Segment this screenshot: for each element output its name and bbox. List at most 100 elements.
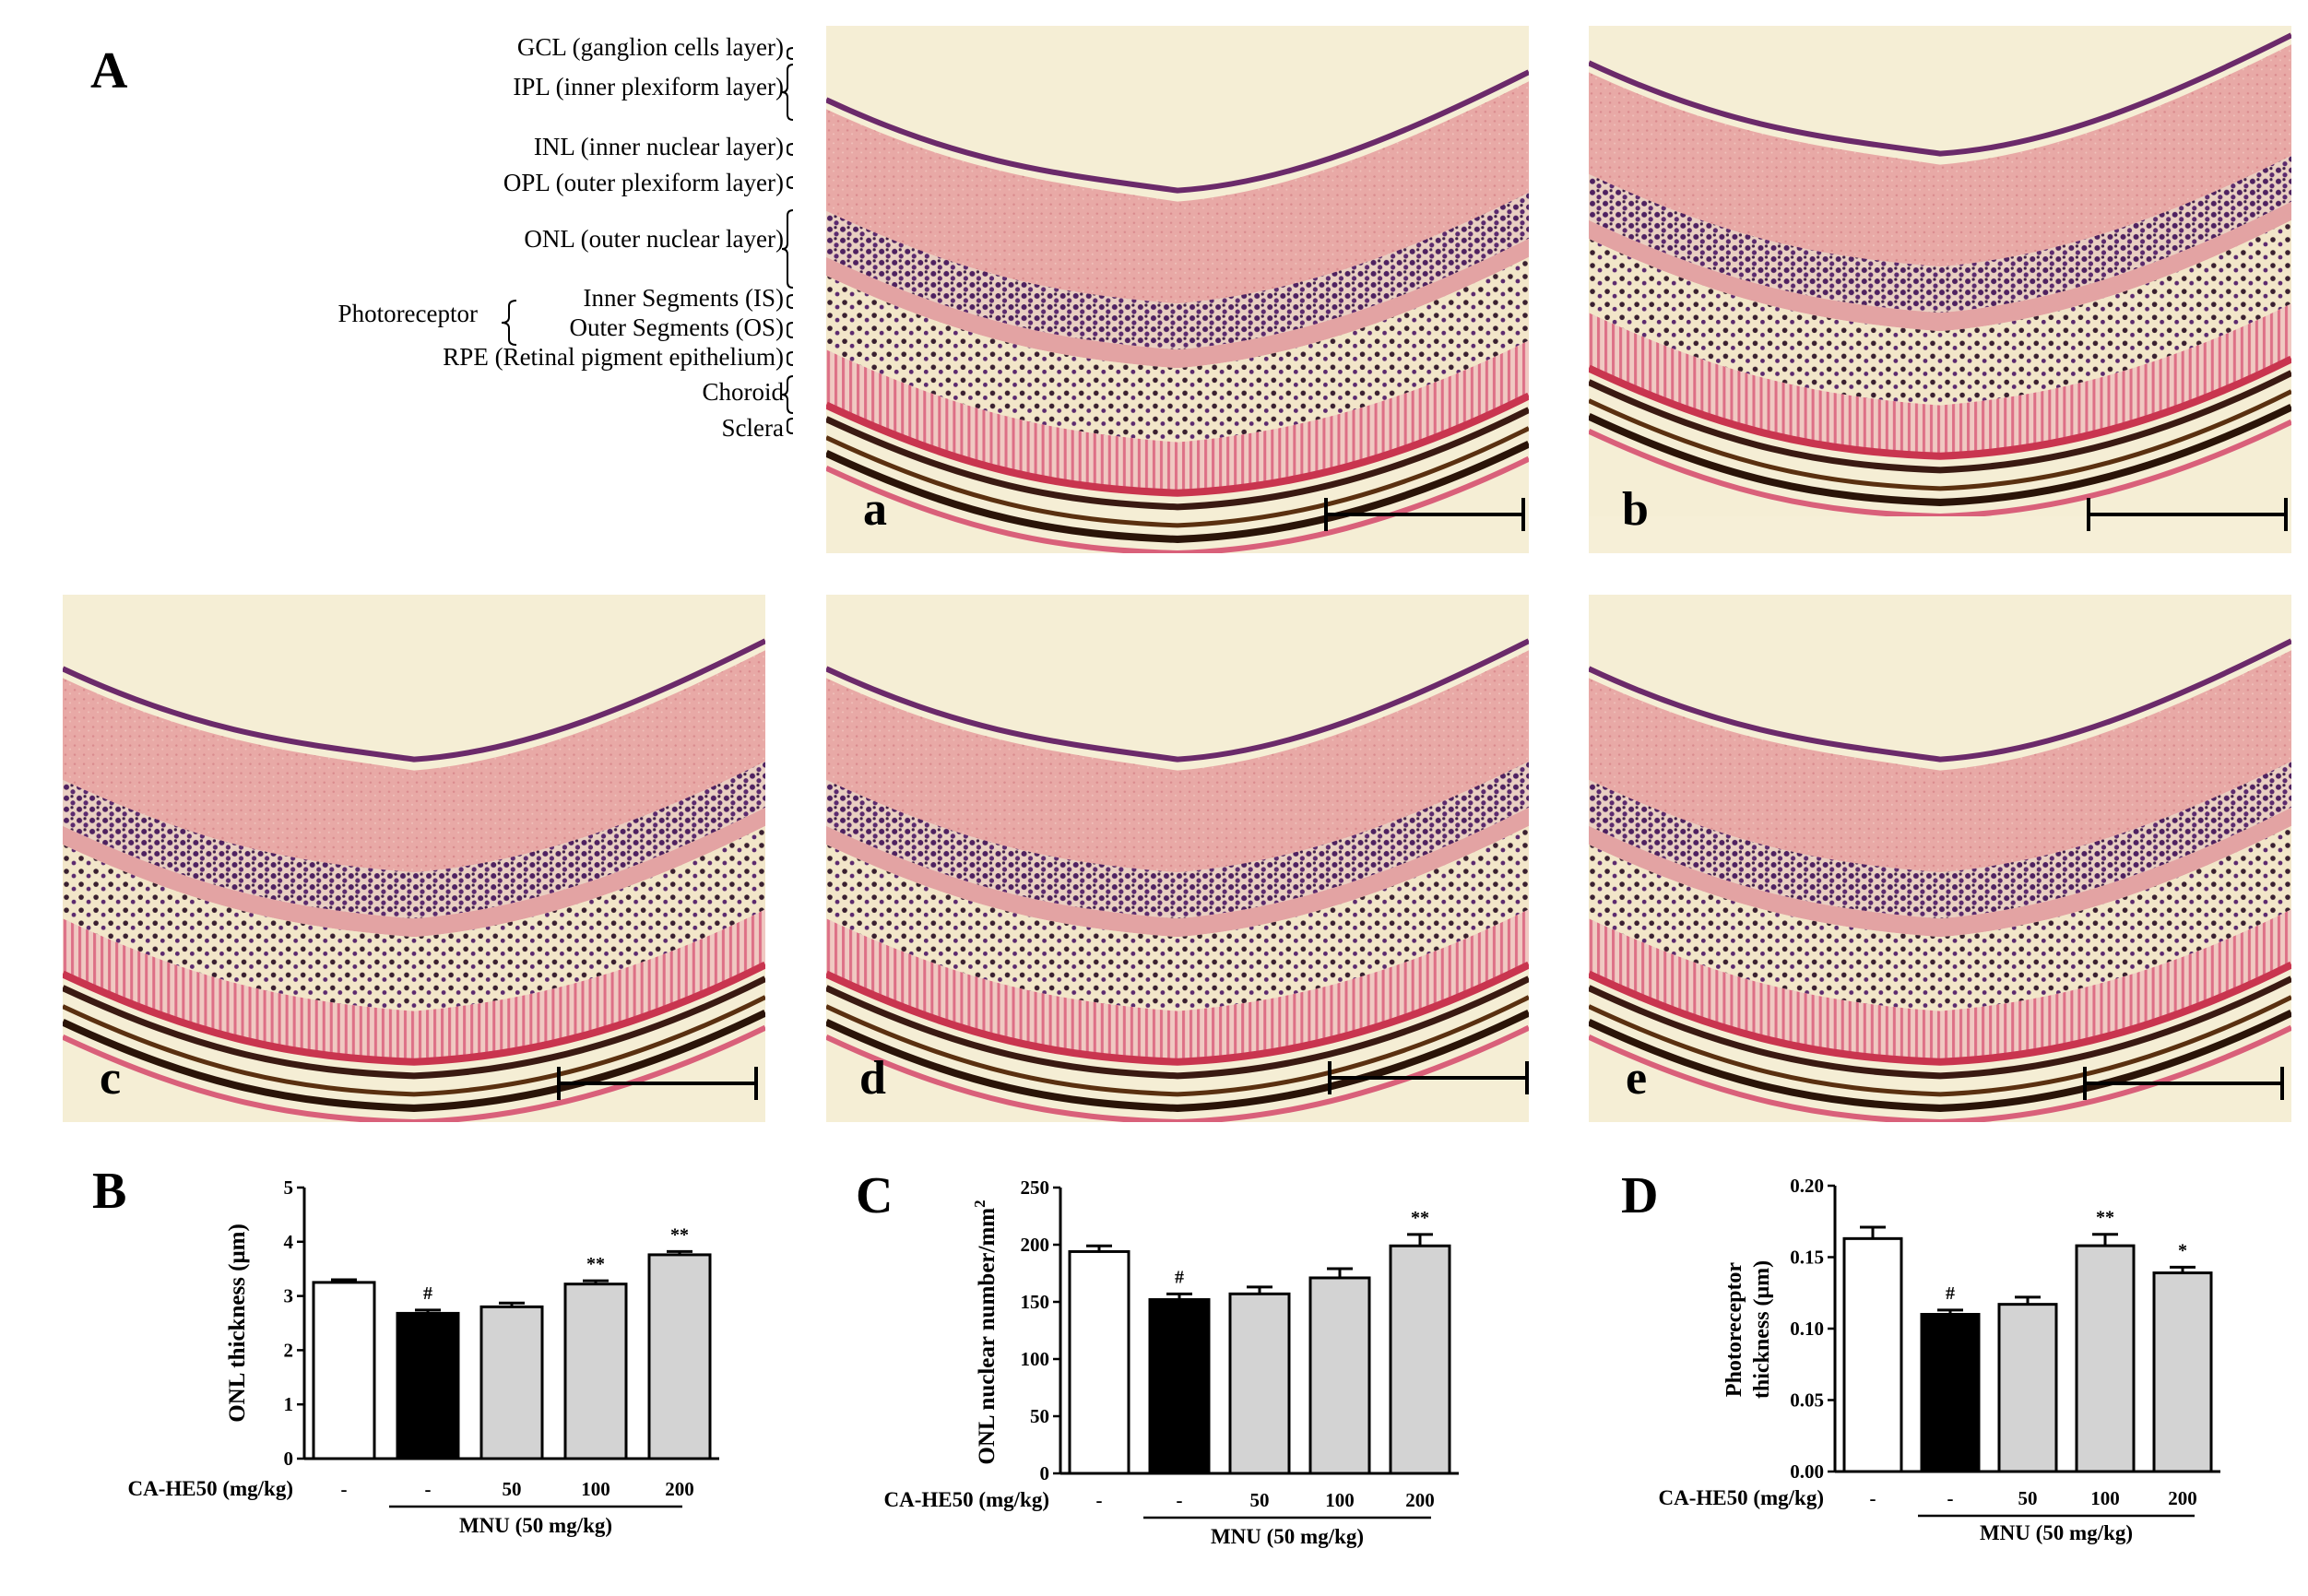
y-axis-label: ONL nuclear number/mm2 [971, 1200, 1000, 1464]
panel-label-a: A [90, 42, 128, 100]
panel-label-b: B [92, 1163, 127, 1220]
category-label: 200 [665, 1478, 694, 1500]
y-tick-label: 250 [1021, 1176, 1050, 1199]
micrograph-label-d: d [859, 1052, 886, 1105]
significance-label: ** [586, 1254, 605, 1274]
y-tick-label: 0.05 [1790, 1389, 1824, 1412]
bar [2075, 1244, 2136, 1473]
treatment-row-label: CA-HE50 (mg/kg) [883, 1488, 1049, 1511]
y-tick-label: 0.20 [1790, 1175, 1824, 1197]
group-label: MNU (50 mg/kg) [459, 1514, 612, 1537]
bar [1997, 1303, 2058, 1473]
y-tick-label: 50 [1030, 1405, 1049, 1427]
category-label: - [1947, 1487, 1954, 1509]
layer-label-choroid: Choroid [702, 378, 784, 406]
significance-label: * [2178, 1240, 2187, 1260]
y-tick-label: 5 [284, 1176, 294, 1199]
bar [1389, 1244, 1451, 1475]
bar [1228, 1292, 1291, 1475]
chart-onl-nuclear-number: 0 50 100 150 200 250 ONL nuclear number/mm2- # -… [811, 1171, 1475, 1558]
bar [1308, 1276, 1371, 1475]
micrograph-label-a: a [863, 483, 887, 536]
bar [1068, 1249, 1130, 1475]
layer-label-is: Inner Segments (IS) [583, 284, 784, 312]
bar [312, 1281, 376, 1460]
treatment-row-label: CA-HE50 (mg/kg) [1658, 1486, 1824, 1509]
category-label: 50 [1250, 1489, 1270, 1511]
y-tick-label: 3 [284, 1285, 294, 1307]
layer-label-rpe: RPE (Retinal pigment epithelium) [443, 343, 784, 371]
y-tick-label: 0.00 [1790, 1460, 1824, 1483]
layer-label-gcl: GCL (ganglion cells layer) [516, 33, 784, 61]
chart-onl-thickness: 0 1 2 3 4 5 ONL thickness (μm) - # - 50 ** 100 ** 200 C… [55, 1171, 719, 1558]
category-label: 50 [2018, 1487, 2038, 1509]
y-axis-label: ONL thickness (μm) [225, 1224, 250, 1423]
layer-label-inl: INL (inner nuclear layer) [533, 133, 784, 160]
y-tick-label: 0 [284, 1448, 294, 1470]
micrograph-d: d [826, 595, 1529, 1122]
layer-brackets [501, 47, 794, 434]
y-axis-label-group: ONL nuclear number/mm2 [971, 1200, 1000, 1464]
bar [396, 1311, 460, 1460]
bar [1148, 1298, 1211, 1475]
micrograph-b: b [1589, 26, 2291, 553]
micrograph-label-c: c [100, 1052, 122, 1105]
micrograph-e: e [1589, 595, 2291, 1122]
category-label: 100 [1325, 1489, 1355, 1511]
y-tick-label: 0.10 [1790, 1318, 1824, 1340]
micrograph-label-b: b [1622, 483, 1649, 536]
y-tick-label: 1 [284, 1393, 294, 1415]
y-tick-label: 2 [284, 1339, 294, 1361]
scale-bar [557, 1067, 758, 1100]
y-tick-label: 4 [284, 1231, 294, 1253]
bar [479, 1305, 544, 1460]
layer-label-ipl: IPL (inner plexiform layer) [513, 73, 784, 100]
category-label: - [341, 1478, 348, 1500]
chart-svg: 0.00 0.05 0.10 0.15 0.20 Photoreceptor thickne… [1658, 1175, 2220, 1544]
y-tick-label: 0.15 [1790, 1247, 1824, 1269]
y-tick-label: 0 [1040, 1462, 1050, 1484]
treatment-row-label: CA-HE50 (mg/kg) [127, 1477, 293, 1500]
category-label: - [1870, 1487, 1876, 1509]
bar [1842, 1236, 1903, 1473]
micrograph-label-e: e [1626, 1052, 1648, 1105]
category-label: 100 [2090, 1487, 2120, 1509]
y-axis-label-group: Photoreceptor thickness (μm) [1722, 1260, 1774, 1399]
chart-photoreceptor-thickness: 0.00 0.05 0.10 0.15 0.20 Photoreceptor thickne… [1577, 1171, 2259, 1558]
significance-label: ** [1411, 1208, 1429, 1228]
layer-label-os: Outer Segments (OS) [569, 313, 784, 341]
y-tick-label: 150 [1021, 1291, 1050, 1313]
significance-label: ** [670, 1224, 689, 1245]
category-label: 200 [1405, 1489, 1435, 1511]
scale-bar [1328, 1061, 1529, 1094]
group-label: MNU (50 mg/kg) [1211, 1525, 1364, 1548]
significance-label: # [1946, 1283, 1955, 1304]
scale-bar [2087, 498, 2288, 531]
group-label: MNU (50 mg/kg) [1980, 1521, 2133, 1544]
category-label: 50 [503, 1478, 522, 1500]
micrograph-a: a [826, 26, 1529, 553]
significance-label: # [423, 1283, 432, 1304]
category-label: - [1177, 1489, 1183, 1511]
micrograph-c: c [63, 595, 765, 1122]
bar [1920, 1313, 1981, 1473]
panel-label-d: D [1621, 1167, 1659, 1224]
category-label: 100 [581, 1478, 610, 1500]
y-tick-label: 100 [1021, 1348, 1050, 1370]
panel-label-c: C [856, 1167, 894, 1224]
y-axis-label-line2: thickness (μm) [1750, 1260, 1774, 1399]
y-tick-label: 200 [1021, 1234, 1050, 1256]
layer-label-onl: ONL (outer nuclear layer) [524, 225, 784, 253]
photoreceptor-label: Photoreceptor [337, 300, 478, 327]
significance-label: # [1175, 1267, 1184, 1287]
scale-bar [2083, 1067, 2284, 1100]
scale-bar [1324, 498, 1525, 531]
category-label: 200 [2168, 1487, 2197, 1509]
layer-label-sclera: Sclera [721, 414, 784, 442]
y-axis-label-group: ONL thickness (μm) [225, 1224, 250, 1423]
layer-label-opl: OPL (outer plexiform layer) [503, 169, 784, 196]
bar [647, 1253, 712, 1460]
y-axis-label: Photoreceptor [1722, 1262, 1746, 1398]
chart-svg: 0 1 2 3 4 5 ONL thickness (μm) - # - 50 ** 100 ** 200 C… [127, 1176, 719, 1537]
